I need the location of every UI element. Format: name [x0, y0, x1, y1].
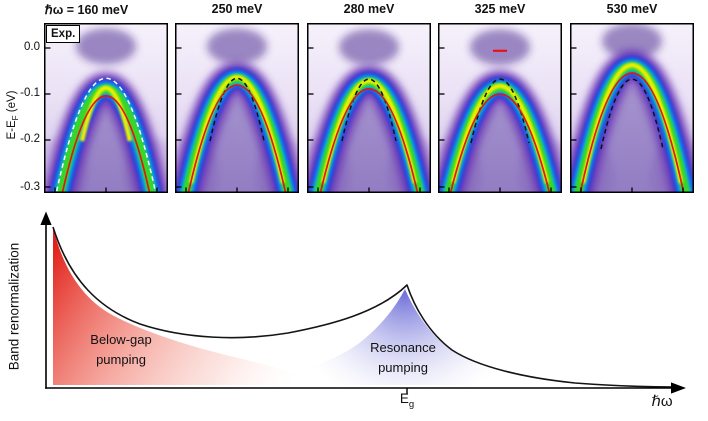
x-axis-arrowhead	[671, 382, 686, 394]
energy-tick-0.0: 0.0	[24, 41, 40, 53]
arpes-panel-325mev	[438, 23, 562, 193]
renormalization-axis-label: Band renormalization	[6, 242, 22, 371]
below-gap-shaded-region	[53, 227, 332, 385]
photon-energy-axis-label: ℏω	[651, 393, 673, 410]
schematic-svg	[40, 211, 686, 395]
resonance-label-line2: pumping	[378, 359, 428, 375]
renormalization-curve	[52, 226, 677, 388]
arpes-spectrum-530mev	[570, 23, 694, 193]
eg-tick-label-main: E	[399, 391, 409, 406]
resonance-shaded-region	[232, 289, 560, 385]
arpes-panel-250mev	[175, 23, 299, 193]
arpes-panel-160mev	[44, 23, 168, 193]
energy-tick--0.3: -0.3	[20, 181, 40, 193]
resonance-label: Resonance pumping	[338, 338, 468, 377]
energy-tick--0.2: -0.2	[20, 133, 40, 145]
below-gap-label-line1: Below-gap	[90, 332, 152, 347]
below-gap-label: Below-gap pumping	[56, 330, 186, 369]
exp-badge: Exp.	[46, 25, 81, 43]
panel-title-325mev: 325 meV	[474, 2, 526, 16]
below-gap-label-line2: pumping	[96, 351, 146, 367]
arpes-panel-280mev	[307, 23, 431, 193]
eg-tick-label-subscript: g	[408, 399, 415, 410]
arpes-spectrum-280mev	[307, 23, 431, 193]
panel-title-530mev: 530 meV	[606, 2, 658, 16]
eg-tick-label: Eg	[392, 391, 422, 410]
energy-tick--0.1: -0.1	[20, 87, 40, 99]
arpes-spectrum-325mev	[438, 23, 562, 193]
panel-title-280mev: 280 meV	[343, 2, 395, 16]
energy-axis-label-subscript: F	[11, 115, 20, 121]
resonance-label-line1: Resonance	[370, 340, 436, 355]
y-axis-arrowhead	[40, 211, 52, 225]
arpes-panel-530mev	[570, 23, 694, 193]
arpes-spectrum-160mev	[44, 23, 168, 193]
arpes-spectrum-250mev	[175, 23, 299, 193]
panel-title-250mev: 250 meV	[211, 2, 263, 16]
panel-title-160mev: ℏω = 160 meV	[44, 3, 129, 17]
